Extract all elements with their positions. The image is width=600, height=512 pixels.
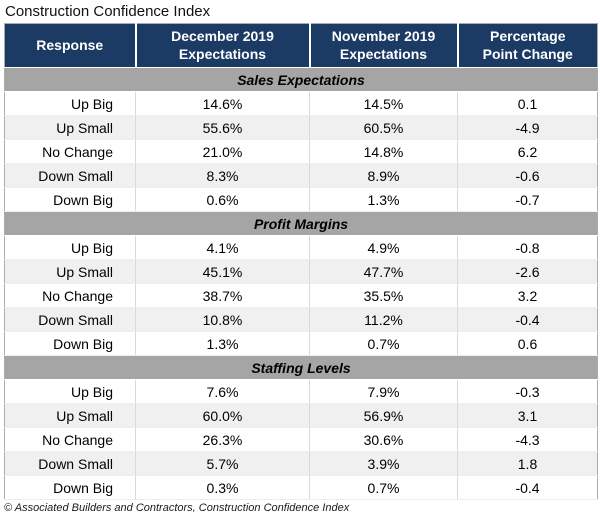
table-row: No Change 26.3% 30.6% -4.3	[4, 427, 598, 452]
change-cell: -0.3	[457, 379, 598, 404]
november-cell: 7.9%	[309, 379, 458, 404]
december-cell: 4.1%	[135, 235, 310, 260]
change-cell: 1.8	[457, 451, 598, 476]
change-cell: -0.4	[457, 475, 598, 500]
change-cell: 3.1	[457, 403, 598, 428]
november-cell: 60.5%	[309, 115, 458, 140]
section-header-row: Sales Expectations	[4, 67, 598, 92]
header-row: Response December 2019 Expectations Nove…	[4, 23, 598, 68]
november-cell: 0.7%	[309, 475, 458, 500]
december-cell: 55.6%	[135, 115, 310, 140]
change-cell: -0.6	[457, 163, 598, 188]
section-title: Sales Expectations	[4, 67, 598, 92]
response-cell: No Change	[4, 427, 136, 452]
section-title: Profit Margins	[4, 211, 598, 236]
response-cell: Up Small	[4, 115, 136, 140]
change-cell: -4.9	[457, 115, 598, 140]
change-cell: -2.6	[457, 259, 598, 284]
section-header-row: Staffing Levels	[4, 355, 598, 380]
response-cell: Down Big	[4, 475, 136, 500]
response-cell: Up Big	[4, 379, 136, 404]
column-header-november: November 2019 Expectations	[309, 23, 459, 68]
change-cell: 3.2	[457, 283, 598, 308]
table-row: Down Big 1.3% 0.7% 0.6	[4, 331, 598, 356]
confidence-index-table: Response December 2019 Expectations Nove…	[4, 23, 598, 500]
november-cell: 3.9%	[309, 451, 458, 476]
table-row: No Change 38.7% 35.5% 3.2	[4, 283, 598, 308]
november-cell: 56.9%	[309, 403, 458, 428]
november-cell: 47.7%	[309, 259, 458, 284]
table-row: Down Small 5.7% 3.9% 1.8	[4, 451, 598, 476]
change-cell: -0.4	[457, 307, 598, 332]
december-cell: 8.3%	[135, 163, 310, 188]
table-row: Down Big 0.3% 0.7% -0.4	[4, 475, 598, 500]
response-cell: Down Small	[4, 163, 136, 188]
november-cell: 30.6%	[309, 427, 458, 452]
response-cell: No Change	[4, 283, 136, 308]
response-cell: Down Big	[4, 187, 136, 212]
table-row: No Change 21.0% 14.8% 6.2	[4, 139, 598, 164]
december-cell: 0.3%	[135, 475, 310, 500]
response-cell: No Change	[4, 139, 136, 164]
table-row: Down Small 8.3% 8.9% -0.6	[4, 163, 598, 188]
december-cell: 21.0%	[135, 139, 310, 164]
december-cell: 26.3%	[135, 427, 310, 452]
december-cell: 60.0%	[135, 403, 310, 428]
table-row: Down Big 0.6% 1.3% -0.7	[4, 187, 598, 212]
response-cell: Up Big	[4, 235, 136, 260]
column-header-response: Response	[4, 23, 137, 68]
december-cell: 45.1%	[135, 259, 310, 284]
november-cell: 0.7%	[309, 331, 458, 356]
december-cell: 0.6%	[135, 187, 310, 212]
december-cell: 14.6%	[135, 91, 310, 116]
december-cell: 38.7%	[135, 283, 310, 308]
december-cell: 7.6%	[135, 379, 310, 404]
november-cell: 14.8%	[309, 139, 458, 164]
november-cell: 35.5%	[309, 283, 458, 308]
column-header-change: Percentage Point Change	[457, 23, 598, 68]
response-cell: Up Small	[4, 259, 136, 284]
table-row: Up Small 60.0% 56.9% 3.1	[4, 403, 598, 428]
december-cell: 10.8%	[135, 307, 310, 332]
december-cell: 1.3%	[135, 331, 310, 356]
table-row: Up Small 45.1% 47.7% -2.6	[4, 259, 598, 284]
change-cell: 0.6	[457, 331, 598, 356]
table-row: Up Big 4.1% 4.9% -0.8	[4, 235, 598, 260]
table-row: Up Small 55.6% 60.5% -4.9	[4, 115, 598, 140]
change-cell: 6.2	[457, 139, 598, 164]
source-footer: © Associated Builders and Contractors, C…	[4, 502, 350, 512]
section-title: Staffing Levels	[4, 355, 598, 380]
november-cell: 8.9%	[309, 163, 458, 188]
november-cell: 4.9%	[309, 235, 458, 260]
change-cell: -0.8	[457, 235, 598, 260]
section-header-row: Profit Margins	[4, 211, 598, 236]
response-cell: Up Big	[4, 91, 136, 116]
table-body: Sales Expectations Up Big 14.6% 14.5% 0.1 Up …	[4, 67, 598, 500]
response-cell: Down Small	[4, 307, 136, 332]
response-cell: Down Small	[4, 451, 136, 476]
change-cell: 0.1	[457, 91, 598, 116]
table-row: Down Small 10.8% 11.2% -0.4	[4, 307, 598, 332]
change-cell: -0.7	[457, 187, 598, 212]
november-cell: 14.5%	[309, 91, 458, 116]
table-header: Response December 2019 Expectations Nove…	[4, 23, 598, 68]
response-cell: Down Big	[4, 331, 136, 356]
change-cell: -4.3	[457, 427, 598, 452]
page-title: Construction Confidence Index	[5, 3, 211, 20]
december-cell: 5.7%	[135, 451, 310, 476]
table-row: Up Big 7.6% 7.9% -0.3	[4, 379, 598, 404]
response-cell: Up Small	[4, 403, 136, 428]
table-row: Up Big 14.6% 14.5% 0.1	[4, 91, 598, 116]
november-cell: 1.3%	[309, 187, 458, 212]
column-header-december: December 2019 Expectations	[135, 23, 311, 68]
november-cell: 11.2%	[309, 307, 458, 332]
